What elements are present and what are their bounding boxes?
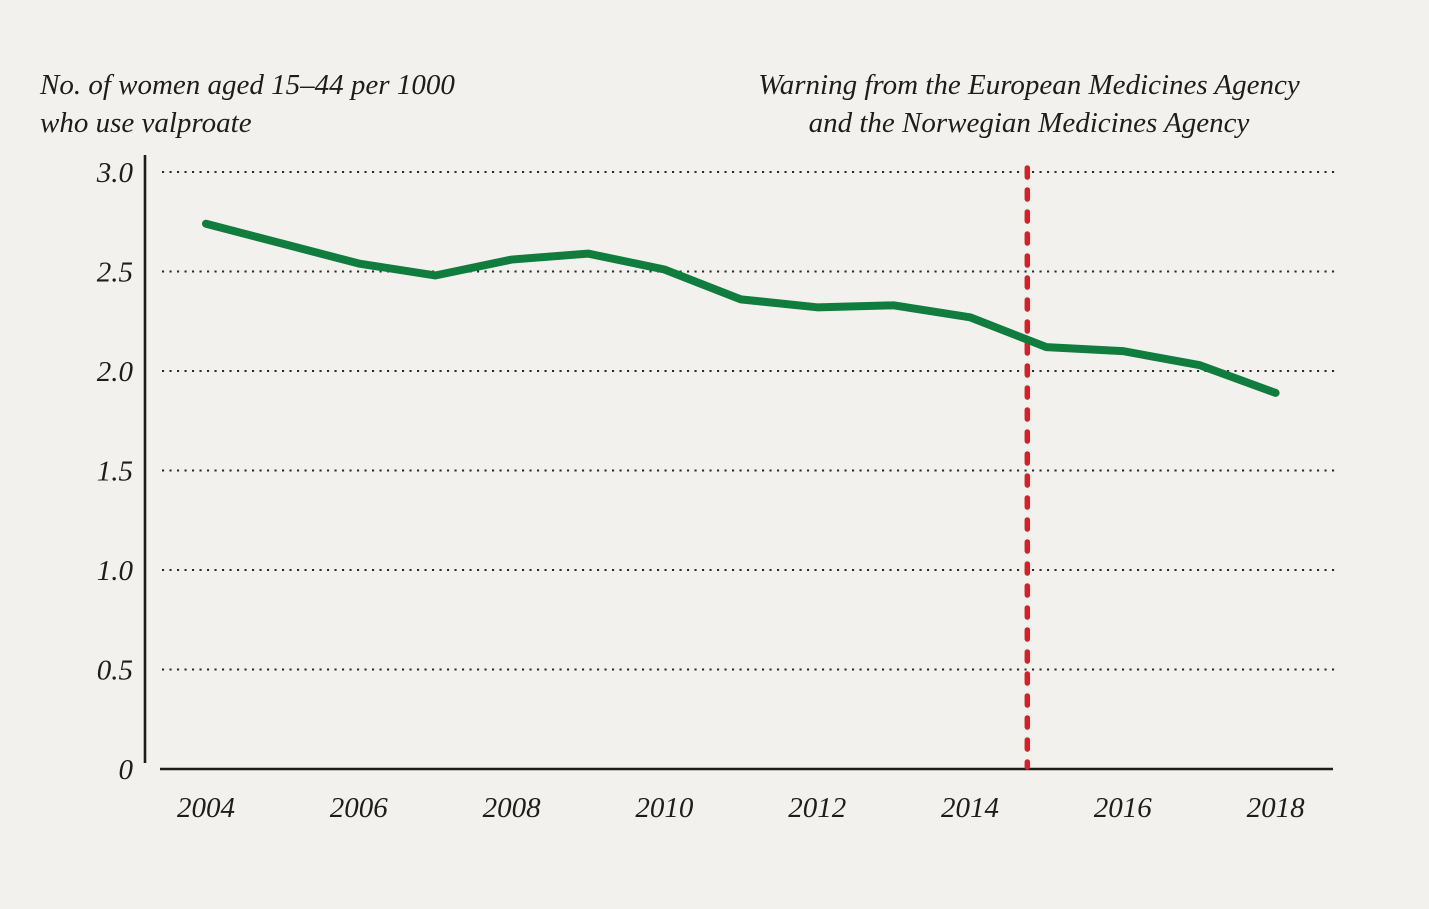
y-tick-label-1.0: 1.0 (97, 555, 134, 587)
warning-annotation-line1: Warning from the European Medicines Agen… (758, 69, 1300, 101)
y-axis-title-line2: who use valproate (40, 107, 252, 139)
y-tick-label-3.0: 3.0 (96, 157, 134, 189)
x-tick-label-2014: 2014 (941, 792, 999, 824)
warning-annotation-line2: and the Norwegian Medicines Agency (808, 107, 1250, 139)
x-tick-label-2016: 2016 (1094, 792, 1153, 824)
y-axis-title: No. of women aged 15–44 per 1000 who use… (40, 66, 455, 142)
y-tick-label-2.5: 2.5 (97, 257, 133, 289)
x-tick-label-2004: 2004 (177, 792, 235, 824)
y-tick-label-0.5: 0.5 (97, 655, 133, 687)
x-tick-label-2008: 2008 (483, 792, 542, 824)
y-tick-label-0: 0 (119, 754, 134, 786)
y-tick-label-1.5: 1.5 (97, 456, 133, 488)
x-tick-label-2018: 2018 (1247, 792, 1306, 824)
y-tick-label-2.0: 2.0 (97, 356, 134, 388)
x-tick-label-2006: 2006 (330, 792, 389, 824)
warning-annotation: Warning from the European Medicines Agen… (729, 66, 1329, 142)
y-axis-title-line1: No. of women aged 15–44 per 1000 (40, 69, 455, 101)
x-tick-label-2012: 2012 (788, 792, 846, 824)
x-tick-label-2010: 2010 (635, 792, 694, 824)
valproate-use-series-line (202, 219, 1280, 397)
